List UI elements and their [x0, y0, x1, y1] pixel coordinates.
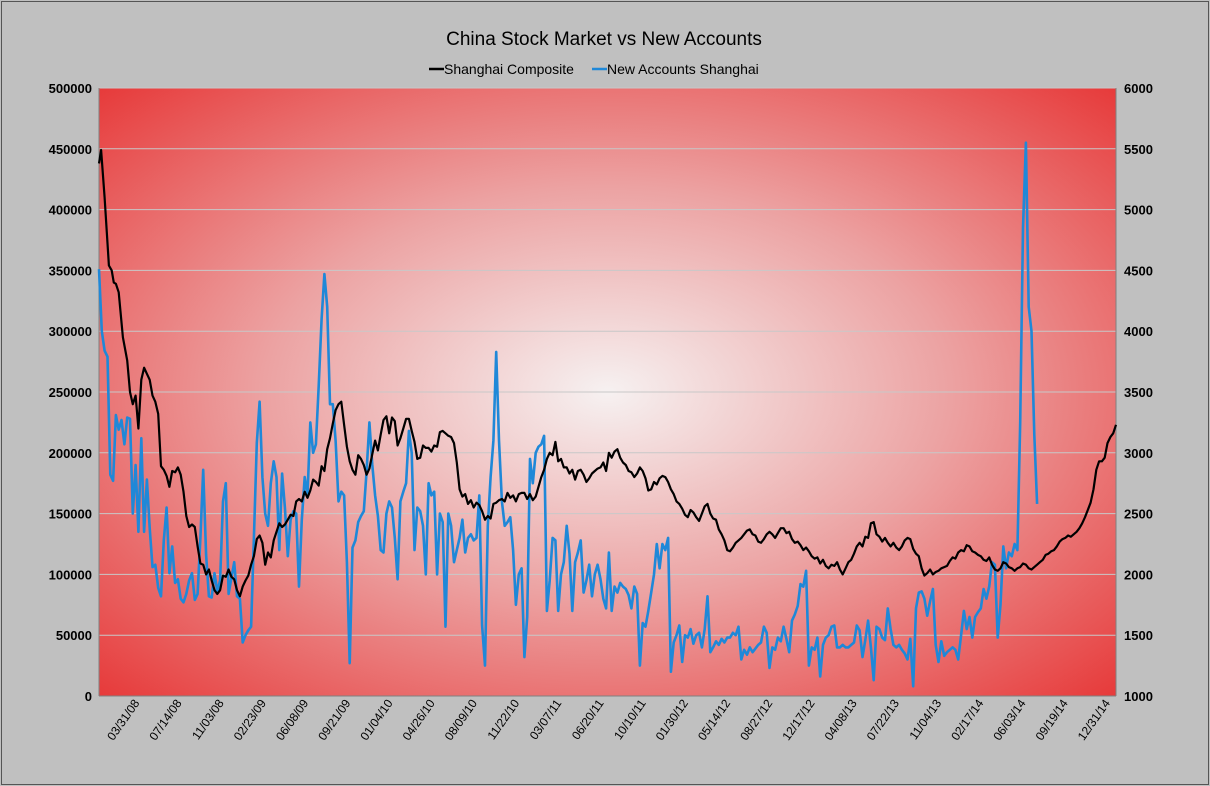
left-tick-label: 50000 [56, 628, 92, 643]
right-tick-label: 2000 [1124, 567, 1153, 582]
left-tick-label: 450000 [49, 142, 92, 157]
x-tick-label: 11/04/13 [907, 696, 945, 742]
left-tick-label: 200000 [49, 446, 92, 461]
x-tick-label: 04/26/10 [400, 696, 438, 743]
x-tick-label: 11/22/10 [485, 696, 523, 742]
x-tick-label: 03/31/08 [104, 696, 142, 743]
x-tick-label: 06/03/14 [990, 696, 1028, 743]
right-axis: 1000 1500 2000 2500 3000 3500 4000 4500 5000 5500… [1124, 81, 1153, 704]
x-tick-label: 03/07/11 [527, 696, 565, 742]
x-tick-label: 05/14/12 [695, 696, 733, 743]
right-tick-label: 5000 [1124, 203, 1153, 218]
x-tick-label: 04/08/13 [822, 696, 860, 743]
left-tick-label: 250000 [49, 385, 92, 400]
x-tick-label: 08/27/12 [737, 696, 775, 743]
x-tick-label: 09/21/09 [315, 696, 353, 743]
right-tick-label: 1500 [1124, 628, 1153, 643]
left-tick-label: 350000 [49, 263, 92, 278]
x-tick-label: 12/31/14 [1075, 696, 1113, 743]
x-tick-label: 10/10/11 [611, 696, 649, 742]
right-tick-label: 4500 [1124, 263, 1153, 278]
x-tick-label: 12/17/12 [779, 696, 817, 743]
x-tick-label: 06/08/09 [273, 696, 311, 743]
right-tick-label: 3000 [1124, 446, 1153, 461]
right-tick-label: 4000 [1124, 324, 1153, 339]
legend-label-shanghai-composite: Shanghai Composite [444, 61, 574, 77]
left-tick-label: 400000 [49, 203, 92, 218]
right-tick-label: 6000 [1124, 81, 1153, 96]
left-tick-label: 500000 [49, 81, 92, 96]
x-tick-label: 07/22/13 [864, 696, 902, 743]
legend-label-new-accounts-shanghai: New Accounts Shanghai [607, 61, 759, 77]
x-tick-label: 07/14/08 [146, 696, 184, 743]
right-tick-label: 5500 [1124, 142, 1153, 157]
series-line-shanghai-composite [97, 148, 1118, 598]
x-tick-label: 06/20/11 [569, 696, 607, 742]
x-tick-label: 01/30/12 [653, 696, 691, 743]
right-tick-label: 1000 [1124, 689, 1153, 704]
left-tick-label: 300000 [49, 324, 92, 339]
series-line-new-accounts-shanghai [97, 141, 1039, 688]
right-tick-label: 3500 [1124, 385, 1153, 400]
left-axis: 0 50000 100000 150000 200000 250000 300000 3500… [49, 81, 92, 704]
left-tick-label: 100000 [49, 567, 92, 582]
left-tick-label: 0 [85, 689, 92, 704]
x-tick-label: 02/17/14 [948, 696, 986, 743]
x-tick-label: 09/19/14 [1033, 696, 1071, 743]
x-tick-label: 08/09/10 [442, 696, 480, 743]
x-tick-label: 01/04/10 [357, 696, 395, 743]
right-tick-label: 2500 [1124, 507, 1153, 522]
series-layer [97, 141, 1118, 688]
legend: Shanghai Composite New Accounts Shanghai [429, 61, 759, 77]
chart-title: China Stock Market vs New Accounts [446, 29, 762, 50]
x-tick-label: 02/23/09 [231, 696, 269, 743]
x-axis: 03/31/08 07/14/08 11/03/08 02/23/09 06/08/09… [104, 696, 1113, 743]
left-tick-label: 150000 [49, 507, 92, 522]
x-tick-label: 11/03/08 [189, 696, 227, 742]
